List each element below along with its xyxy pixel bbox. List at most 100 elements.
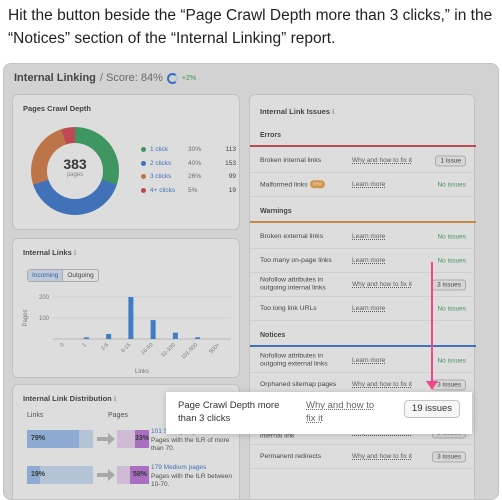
x-tick-label: 16-50 [140,342,154,356]
fix-link[interactable]: Learn more [352,356,386,364]
issue-status: No issues [437,233,466,240]
fix-link[interactable]: Why and how to fix it [352,452,412,460]
legend-percent: 5% [188,186,198,194]
pointer-arrow-head [426,381,438,390]
chart-bar [83,337,89,339]
y-axis-title: Pages [23,309,29,326]
info-icon[interactable]: ℹ [113,396,117,403]
internal-links-title: Internal Links ℹ [23,248,76,257]
links-share-fill: 19% [27,466,45,484]
issue-status: No issues [437,181,466,188]
pages-share-fill: 58% [130,466,149,484]
chart-bar [195,337,201,339]
y-tick-label: 100 [39,316,50,322]
chart-bar [106,333,112,339]
fix-link[interactable]: Why and how to fix it [352,380,412,388]
x-tick-label: 51-100 [160,342,176,358]
legend-count: 19 [228,186,236,194]
issues-count-button[interactable]: 1 issue [435,155,466,166]
report-header: Internal Linking / Score: 84% +2% [14,72,196,84]
issues-count-button[interactable]: 3 issues [432,279,466,290]
internal-links-title-text: Internal Links [23,248,72,257]
tab-incoming[interactable]: Incoming [28,270,64,281]
task-instruction: Hit the button beside the “Page Crawl De… [8,7,493,47]
issue-status: 3 issues [432,451,466,462]
arrow-right-icon [97,433,115,445]
section-warnings: Warnings [250,201,476,223]
issue-name: Nofollow attributes in outgoing external… [260,352,344,369]
new-badge: new [309,179,325,189]
info-icon[interactable]: ℹ [332,109,335,116]
crawl-depth-issues-button[interactable]: 19 issues [404,400,460,418]
crawl-depth-legend: 1 click 30% 113 2 clicks 40% 153 3 clicks 26% 99… [141,143,237,197]
legend-percent: 40% [188,159,202,167]
links-share-fill: 79% [27,430,80,448]
no-issues-status: No issues [437,305,466,312]
legend-row[interactable]: 2 clicks 40% 153 [141,157,237,171]
issue-name: Orphaned sitemap pages [260,380,344,389]
legend-label: 2 clicks [150,159,172,167]
issue-status: 3 issues [432,279,466,290]
legend-count: 153 [225,159,236,167]
links-share-bar: 19% [27,466,93,484]
issue-name-text: Permanent redirects [260,452,322,460]
links-direction-toggle: Incoming Outgoing [27,269,99,282]
legend-label: 3 clicks [150,173,172,181]
fix-link[interactable]: Learn more [352,232,386,240]
issue-name: Too many on-page links [260,256,344,265]
fix-link[interactable]: Learn more [352,180,386,188]
report-score: / Score: 84% [99,72,163,84]
legend-row[interactable]: 3 clicks 26% 99 [141,170,237,184]
issue-status: No issues [437,357,466,364]
highlighted-why-how-link[interactable]: Why and how to fix it [306,400,375,424]
fix-link[interactable]: Learn more [352,256,386,264]
tab-outgoing[interactable]: Outgoing [67,272,94,279]
section-label: Warnings [260,208,292,215]
issue-name: Broken external links [260,232,344,241]
pages-share-bar: 33% [117,430,149,448]
pages-group-desc: Pages with the ILR of more than 70. [151,436,230,453]
issue-status: 3 issues [432,379,466,390]
pages-group-link[interactable]: 179 Medium pages [151,464,207,471]
section-errors: Errors [250,125,476,147]
no-issues-status: No issues [437,257,466,264]
x-tick-label: 1 [81,342,87,348]
distribution-row: 19% 58% 179 Medium pages Pages with the ILR… [27,461,237,495]
info-icon[interactable]: ℹ [73,250,77,257]
highlighted-issue-row: Page Crawl Depth more than 3 clicks Why … [166,392,472,434]
issue-name-text: Too many on-page links [260,256,332,264]
issues-title-text: Internal Link Issues [260,107,331,116]
issue-name-text: Nofollow attributes in outgoing external… [260,352,328,368]
legend-dot-icon [141,160,146,166]
crawl-depth-donut: 383 pages [31,127,119,215]
issues-title: Internal Link Issues ℹ [260,107,335,116]
fix-link[interactable]: Why and how to fix it [352,156,412,164]
issue-name: Broken internal links [260,156,344,165]
legend-dot-icon [141,147,146,153]
chart-bar [128,297,134,339]
x-tick-label: 0 [59,342,65,348]
fix-link[interactable]: Learn more [352,304,386,312]
issues-count-button[interactable]: 3 issues [432,379,466,390]
no-issues-status: No issues [437,233,466,240]
issues-count-button[interactable]: 3 issues [432,451,466,462]
issue-row: Nofollow attributes in outgoing internal… [250,273,476,297]
legend-label: 1 click [150,146,169,154]
internal-linking-report: Internal Linking / Score: 84% +2% Pages … [3,63,499,500]
issue-name: Malformed links new [260,179,344,190]
legend-count: 99 [228,173,236,181]
issue-row: Too many on-page links Learn more No issue… [250,249,476,273]
no-issues-status: No issues [437,181,466,188]
pointer-arrow-line [431,262,433,384]
issue-row: Malformed links new Learn more No issues [250,173,476,197]
section-label: Notices [260,332,286,339]
legend-row[interactable]: 1 click 30% 113 [141,143,237,157]
x-tick-label: 101-500 [181,342,200,361]
fix-link[interactable]: Why and how to fix it [352,280,412,288]
legend-row[interactable]: 4+ clicks 5% 19 [141,184,237,198]
section-divider [250,345,476,347]
pages-column-header: Pages [108,412,128,419]
pages-share-fill: 33% [135,430,149,448]
score-delta: +2% [181,74,197,82]
